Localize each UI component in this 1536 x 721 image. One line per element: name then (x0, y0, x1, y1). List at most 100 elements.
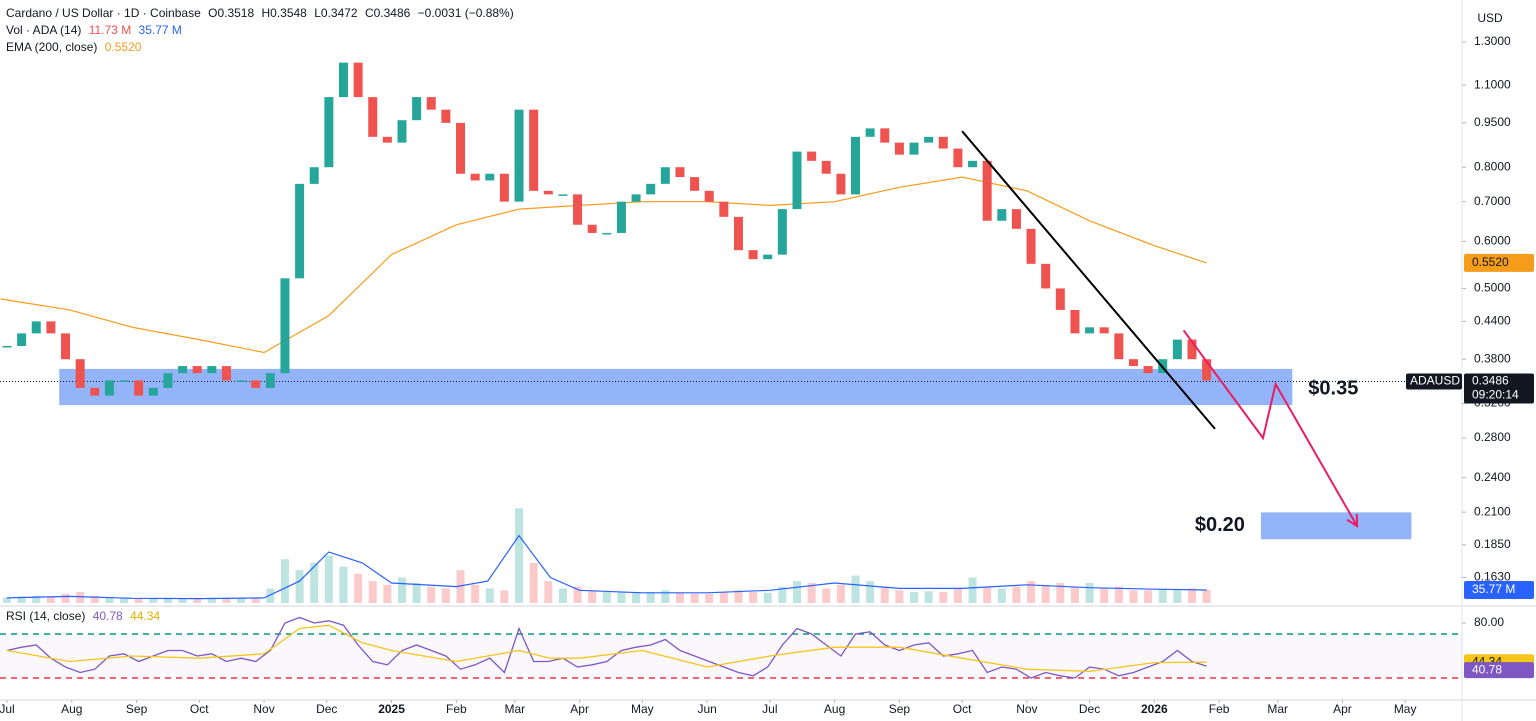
ema-line (0, 176, 1207, 354)
candle (412, 97, 422, 121)
candle (1070, 309, 1080, 334)
vol-last: 11.73 M (88, 23, 132, 37)
candle (324, 97, 334, 168)
volume-bar (617, 592, 626, 603)
volume-bar (120, 597, 129, 603)
volume-bar (105, 597, 114, 603)
candle (646, 183, 656, 195)
volume-bar (1041, 584, 1050, 603)
candle (909, 142, 919, 155)
candle (309, 167, 319, 184)
candle (75, 359, 85, 388)
volume-bar (368, 581, 377, 603)
volume-bar (76, 592, 85, 603)
candle (616, 201, 626, 233)
volume-bar (280, 559, 289, 603)
candle (748, 250, 758, 260)
candle (207, 366, 217, 374)
x-tick-label: Sep (126, 702, 148, 716)
o-label: O (208, 6, 218, 20)
x-tick-label: Jun (697, 702, 716, 716)
volume-bar (646, 592, 655, 603)
candle (1085, 327, 1095, 334)
volume-bar (1027, 581, 1036, 603)
volume-bar (836, 584, 845, 603)
volume-bar (953, 588, 962, 603)
volume-bar (397, 577, 406, 603)
y-tick-label: 0.4400 (1474, 314, 1511, 328)
volume-bar (1144, 590, 1153, 603)
volume-bar (792, 581, 801, 603)
h-label: H (261, 6, 271, 20)
volume-bar (939, 592, 948, 603)
currency: USD (1477, 11, 1503, 25)
candle (602, 232, 612, 235)
title: Cardano / US Dollar · 1D · Coinbase (6, 6, 201, 20)
candle (763, 254, 773, 260)
price-zone (1260, 512, 1412, 540)
x-tick-label: Oct (190, 702, 209, 716)
volume-bar (134, 598, 143, 603)
volume-bar (32, 595, 41, 603)
candle (865, 128, 875, 137)
volume-bar (705, 593, 714, 603)
x-tick-label: Jul (762, 702, 777, 716)
candle (821, 160, 831, 174)
volume-bar (924, 591, 933, 603)
l: 0.3472 (320, 6, 358, 20)
candle (134, 380, 144, 396)
y-tick-label: 0.8000 (1474, 159, 1511, 173)
candle (441, 109, 451, 123)
candle (982, 160, 992, 221)
volume-bar (456, 570, 465, 603)
rsi-tick-label: 80.00 (1474, 615, 1504, 629)
volume-bar (178, 597, 187, 603)
volume-bar (193, 598, 202, 603)
candle (704, 190, 714, 202)
candle (1011, 209, 1021, 229)
rsi-title: RSI (14, close) (6, 609, 86, 623)
volume-bar (1056, 582, 1065, 603)
candle (485, 173, 495, 181)
candle (46, 321, 56, 334)
volume-bar (588, 590, 597, 603)
zone-label: $0.20 (1195, 514, 1245, 536)
volume-bar (734, 590, 743, 603)
volume-bar (1129, 590, 1138, 603)
rsi-last: 40.78 (92, 609, 123, 623)
volume-bar (310, 562, 319, 603)
y-tick-label: 0.6000 (1474, 234, 1511, 248)
volume-bar (324, 555, 333, 603)
x-tick-label: Dec (316, 702, 337, 716)
rsi-line: RSI (14, close) 40.78 44.34 (6, 609, 164, 623)
x-tick-label: Sep (889, 702, 911, 716)
ema-tag (1464, 253, 1534, 272)
volume-bar (778, 586, 787, 603)
x-tick-label: Mar (1267, 702, 1288, 716)
volume-bar (573, 586, 582, 603)
candle (938, 136, 948, 149)
candle (690, 177, 700, 191)
volume-tag (1464, 580, 1534, 599)
volume-bar (1085, 582, 1094, 603)
y-tick-label: 0.7000 (1474, 194, 1511, 208)
volume-bar (895, 590, 904, 603)
volume-bar (690, 593, 699, 603)
y-tick-label: 0.1850 (1474, 537, 1511, 551)
candle (368, 97, 378, 137)
volume-bar (500, 590, 509, 603)
projection-arrow (1182, 329, 1358, 527)
volume-bar (544, 581, 553, 603)
candle (1128, 359, 1138, 367)
x-tick-label: Jul (0, 702, 15, 716)
candle (1143, 366, 1153, 374)
y-tick-label: 1.1000 (1474, 77, 1511, 91)
volume-bar (749, 592, 758, 603)
x-tick-label: Feb (446, 702, 467, 716)
rsi-tag (1464, 662, 1534, 679)
vol-ma: 35.77 M (138, 23, 182, 37)
candle (382, 136, 392, 143)
candle (499, 173, 509, 202)
o: 0.3518 (217, 6, 255, 20)
